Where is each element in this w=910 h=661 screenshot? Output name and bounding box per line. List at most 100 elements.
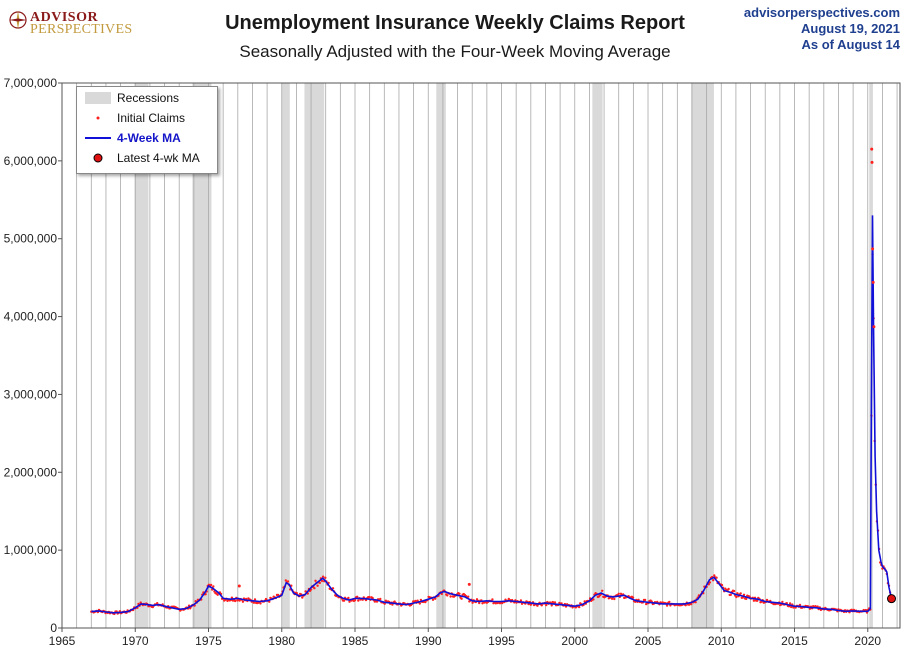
x-tick-label: 1980 bbox=[268, 634, 295, 648]
initial-claims-dot bbox=[553, 601, 557, 604]
recession-bands bbox=[134, 83, 873, 628]
as-of-date: As of August 14 bbox=[801, 37, 900, 52]
recession-band bbox=[281, 83, 290, 628]
y-tick-label: 0 bbox=[50, 621, 57, 635]
initial-claims-dot bbox=[708, 581, 712, 584]
initial-claims-dot bbox=[545, 603, 548, 607]
initial-claims-dot bbox=[471, 601, 474, 604]
x-tick-label: 1975 bbox=[195, 634, 222, 648]
x-tick-label: 2005 bbox=[635, 634, 662, 648]
red-dot-icon bbox=[96, 116, 100, 120]
blue-line-icon bbox=[85, 137, 111, 139]
initial-claims-dot bbox=[613, 597, 616, 601]
initial-claims-dot bbox=[712, 579, 715, 582]
legend-label-initial-claims: Initial Claims bbox=[117, 111, 186, 125]
initial-claims-dot bbox=[284, 579, 287, 582]
x-tick-label: 1995 bbox=[488, 634, 515, 648]
initial-claims-dot bbox=[324, 576, 327, 579]
initial-claims-dot bbox=[739, 592, 742, 595]
initial-claims-dot bbox=[321, 575, 325, 578]
y-tick-label: 5,000,000 bbox=[4, 232, 58, 246]
initial-claims-dot bbox=[690, 602, 693, 606]
initial-claims-dot bbox=[519, 599, 523, 602]
initial-claims-dot bbox=[491, 598, 494, 601]
initial-claims-dot bbox=[216, 593, 219, 596]
report-date: August 19, 2021 bbox=[801, 21, 900, 36]
initial-claims-dot bbox=[715, 576, 718, 579]
initial-claims-outlier bbox=[467, 582, 471, 586]
legend-item-ma: 4-Week MA bbox=[77, 129, 217, 147]
initial-claims-dot bbox=[729, 593, 732, 596]
y-tick-label: 2,000,000 bbox=[4, 465, 58, 479]
initial-claims-dot bbox=[643, 598, 647, 602]
initial-claims-dot bbox=[424, 600, 427, 604]
legend-label-latest: Latest 4-wk MA bbox=[117, 151, 200, 165]
initial-claims-dot bbox=[550, 604, 553, 607]
x-tick-label: 1985 bbox=[342, 634, 369, 648]
red-circle-icon bbox=[93, 153, 103, 163]
initial-claims-dot bbox=[781, 600, 784, 604]
initial-claims-dot bbox=[478, 601, 481, 605]
recession-band bbox=[134, 83, 149, 628]
initial-claims-dot bbox=[241, 600, 245, 603]
initial-claims-outlier bbox=[870, 160, 874, 164]
legend-item-initial-claims: Initial Claims bbox=[77, 109, 217, 127]
y-axis-ticks: 0 1,000,000 2,000,000 3,000,000 4,000,000 5,0… bbox=[4, 76, 62, 635]
initial-claims-outlier bbox=[872, 325, 876, 329]
initial-claims-outlier bbox=[870, 147, 874, 151]
y-tick-label: 1,000,000 bbox=[4, 543, 58, 557]
x-tick-label: 2020 bbox=[854, 634, 881, 648]
recession-band bbox=[192, 83, 212, 628]
y-tick-label: 3,000,000 bbox=[4, 387, 58, 401]
y-tick-label: 7,000,000 bbox=[4, 76, 58, 90]
initial-claims-dot bbox=[446, 594, 449, 597]
initial-claims-dot bbox=[342, 599, 346, 602]
initial-claims-dot bbox=[431, 598, 435, 601]
recession-band bbox=[436, 83, 446, 628]
legend-item-latest: Latest 4-wk MA bbox=[77, 149, 217, 167]
recession-band bbox=[304, 83, 325, 628]
logo-text-top: ADVISOR bbox=[30, 10, 99, 25]
ma-series-line bbox=[91, 215, 893, 614]
initial-claims-dot bbox=[745, 597, 748, 601]
y-tick-label: 4,000,000 bbox=[4, 310, 58, 324]
initial-claims-dot bbox=[212, 585, 215, 588]
initial-claims-dot bbox=[318, 581, 321, 585]
plot-frame bbox=[61, 82, 901, 629]
initial-claims-dot bbox=[156, 602, 159, 605]
initial-claims-dot bbox=[353, 599, 357, 602]
initial-claims-dot bbox=[252, 601, 256, 604]
initial-claims-dot bbox=[347, 596, 350, 600]
initial-claims-outlier bbox=[871, 247, 875, 251]
x-tick-label: 2010 bbox=[708, 634, 735, 648]
initial-claims-dot bbox=[301, 596, 304, 599]
legend-label-ma: 4-Week MA bbox=[117, 131, 181, 145]
initial-claims-dot bbox=[752, 599, 756, 602]
x-tick-label: 2000 bbox=[561, 634, 588, 648]
chart-subtitle: Seasonally Adjusted with the Four-Week M… bbox=[239, 42, 671, 61]
y-tick-label: 6,000,000 bbox=[4, 154, 58, 168]
legend-label-recessions: Recessions bbox=[117, 91, 180, 105]
initial-claims-dot bbox=[209, 583, 213, 587]
initial-claims-dot bbox=[458, 592, 461, 595]
initial-claims-outliers bbox=[237, 147, 876, 588]
logo-text-bottom: PERSPECTIVES bbox=[30, 22, 133, 37]
initial-claims-dot bbox=[379, 597, 382, 601]
initial-claims-dot bbox=[253, 598, 257, 601]
initial-claims-dot bbox=[536, 604, 539, 607]
initial-claims-dot bbox=[460, 597, 463, 600]
initial-claims-dot bbox=[756, 599, 759, 602]
initial-claims-dot bbox=[414, 599, 417, 603]
source-url: advisorperspectives.com bbox=[743, 5, 900, 20]
initial-claims-dot bbox=[798, 603, 802, 607]
initial-claims-dot bbox=[610, 597, 614, 600]
initial-claims-dot bbox=[418, 602, 421, 605]
x-tick-label: 1990 bbox=[415, 634, 442, 648]
legend: Recessions Initial Claims 4-Week MA Late… bbox=[76, 86, 218, 174]
initial-claims-dot bbox=[357, 599, 360, 602]
x-tick-label: 1970 bbox=[122, 634, 149, 648]
initial-claims-outlier bbox=[871, 280, 875, 284]
initial-claims-dot bbox=[727, 587, 730, 591]
